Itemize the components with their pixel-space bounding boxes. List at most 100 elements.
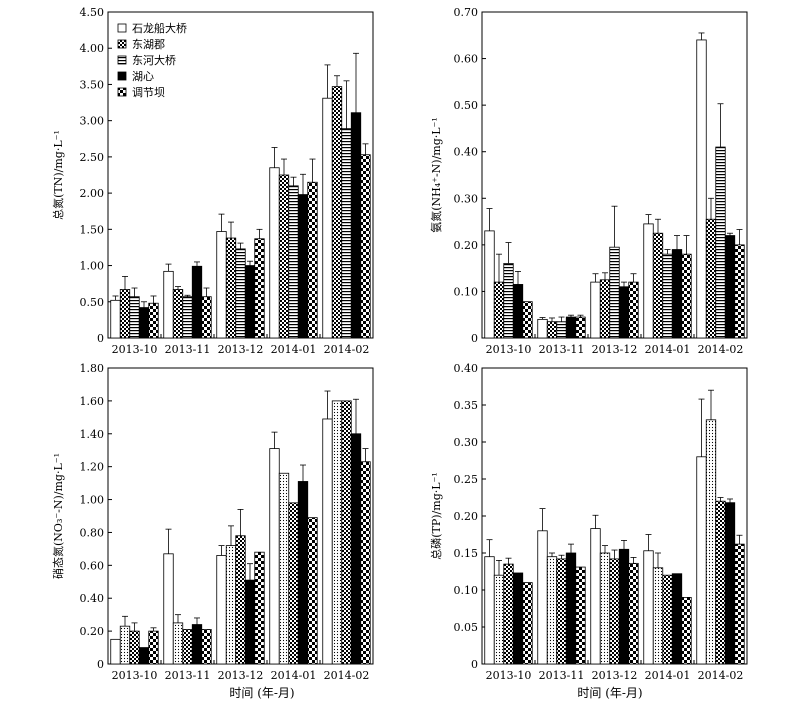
y-tick-label: 1.50	[80, 223, 105, 236]
bar	[119, 625, 131, 665]
x-tick-label: 2014-01	[271, 343, 317, 356]
bar	[715, 146, 726, 339]
legend-swatch	[117, 55, 127, 65]
bar	[254, 238, 265, 339]
bar	[182, 629, 193, 665]
bar	[696, 456, 707, 665]
legend-swatch	[117, 87, 127, 97]
bar	[331, 86, 343, 339]
bar	[235, 248, 246, 339]
y-tick-label: 0.60	[454, 53, 479, 66]
bar	[163, 270, 174, 339]
bar	[512, 284, 524, 339]
y-tick-label: 1.20	[80, 461, 105, 474]
y-tick-label: 0.70	[454, 6, 479, 19]
bar	[484, 230, 495, 339]
bar	[269, 448, 280, 665]
bar	[493, 574, 505, 665]
x-tick-label: 2013-11	[539, 343, 585, 356]
bar	[331, 400, 343, 665]
bar	[537, 530, 548, 665]
bar	[696, 39, 707, 339]
x-tick-label: 2013-11	[165, 669, 211, 682]
bar	[715, 500, 726, 665]
y-tick-label: 0.20	[80, 625, 105, 638]
bar	[191, 624, 203, 665]
bar	[172, 289, 184, 339]
y-tick-label: 2.50	[80, 151, 105, 164]
bar	[705, 419, 717, 665]
x-axis-title-right: 时间 (年-月)	[577, 686, 642, 700]
bar	[216, 555, 227, 665]
y-axis-label: 氨氮(NH₄⁺-N)/mg·L⁻¹	[429, 117, 443, 233]
y-tick-label: 1.80	[80, 362, 105, 375]
bar	[110, 638, 121, 665]
x-tick-label: 2013-12	[218, 669, 264, 682]
bar	[138, 307, 150, 339]
bar	[297, 194, 309, 339]
y-tick-label: 3.50	[80, 78, 105, 91]
x-tick-label: 2013-12	[592, 343, 638, 356]
bar	[148, 630, 159, 665]
bar	[705, 218, 717, 339]
bar	[681, 253, 692, 339]
bar	[110, 299, 121, 339]
y-tick-label: 0.05	[454, 621, 479, 634]
bar	[191, 265, 203, 339]
legend-swatch	[117, 39, 127, 49]
bar	[575, 566, 586, 665]
bar	[341, 400, 352, 665]
bar	[360, 154, 371, 339]
bar	[201, 296, 212, 339]
y-tick-label: 0.40	[454, 146, 479, 159]
bar	[350, 112, 362, 339]
y-tick-label: 1.00	[80, 260, 105, 273]
y-tick-label: 0.10	[454, 285, 479, 298]
bar	[671, 249, 683, 339]
bar	[734, 543, 745, 665]
bar	[662, 253, 673, 339]
chart-panel-nh4: 0 0.10 0.20 0.30 0.40 0.50 0.60 0.70 氨氮(NH₄⁺-N)/…	[429, 6, 748, 356]
bar	[575, 316, 586, 339]
chart-panel-tn: 0 0.50 1.00 1.50 2.00 2.50 3.00 3.50 4.00 4.50 总氮(…	[51, 6, 374, 356]
x-tick-label: 2014-02	[324, 669, 370, 682]
bar	[322, 418, 333, 665]
bar	[138, 647, 150, 665]
y-tick-label: 0.15	[454, 547, 479, 560]
y-tick-label: 2.00	[80, 187, 105, 200]
legend-label: 湖心	[132, 70, 154, 83]
bar	[129, 630, 140, 665]
bar	[288, 502, 299, 665]
x-tick-label: 2014-01	[645, 669, 691, 682]
y-tick-label: 0.35	[454, 399, 479, 412]
y-tick-label: 0	[471, 332, 478, 345]
x-tick-label: 2013-10	[112, 343, 158, 356]
y-tick-label: 4.00	[80, 42, 105, 55]
bar	[503, 563, 514, 665]
bar	[724, 235, 736, 339]
bar	[565, 552, 577, 665]
x-tick-label: 2014-01	[645, 343, 691, 356]
bar	[307, 181, 318, 339]
bar	[556, 558, 567, 665]
bar	[148, 302, 159, 339]
bar	[360, 461, 371, 665]
x-tick-label: 2014-02	[324, 343, 370, 356]
bar	[546, 321, 558, 339]
y-tick-label: 0.60	[80, 559, 105, 572]
bar	[172, 622, 184, 665]
legend-label: 东湖郡	[132, 38, 165, 51]
bar	[643, 223, 654, 339]
bar	[609, 246, 620, 339]
bar	[618, 548, 630, 665]
y-tick-label: 0.50	[454, 99, 479, 112]
bar	[599, 279, 611, 339]
bar	[322, 97, 333, 339]
bar	[565, 316, 577, 339]
y-tick-label: 3.00	[80, 115, 105, 128]
y-tick-label: 1.00	[80, 494, 105, 507]
bar	[662, 574, 673, 665]
y-tick-label: 0.10	[454, 584, 479, 597]
bar	[671, 573, 683, 665]
